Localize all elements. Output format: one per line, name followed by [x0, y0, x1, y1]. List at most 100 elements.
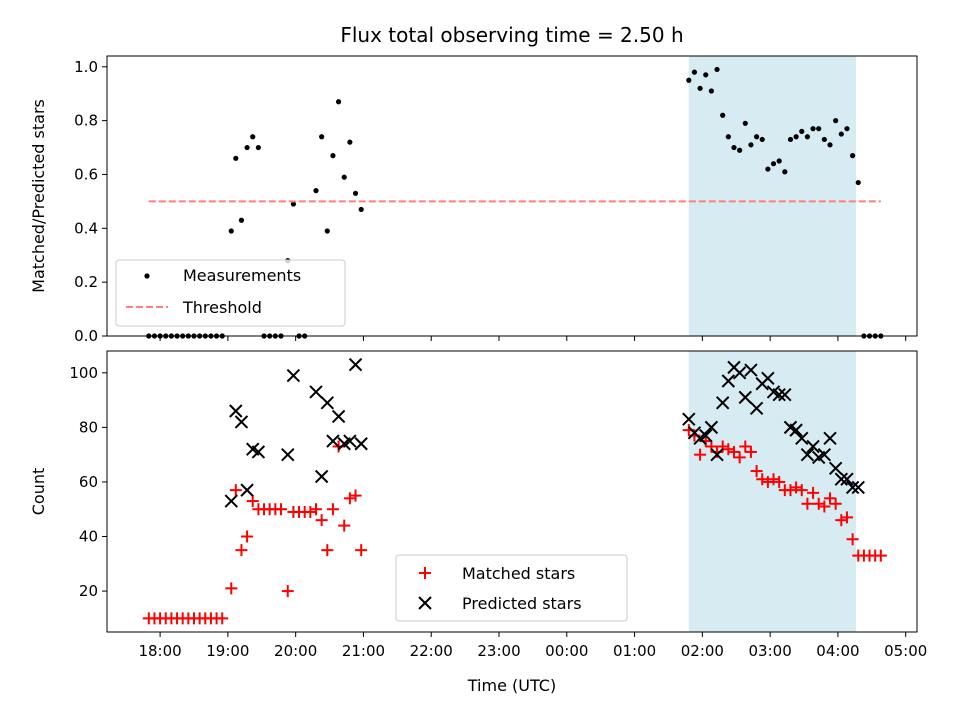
measurement-point: [319, 134, 325, 140]
matched-stars-point: [694, 448, 707, 461]
top-panel: 0.0 0.2 0.4 0.6 0.8 1.0 Matched/Predicted sta…: [29, 55, 918, 345]
matched-stars-point: [727, 445, 740, 458]
predicted-stars-point: [749, 401, 764, 415]
predicted-stars-point: [320, 396, 334, 410]
y-tick-label: 60: [79, 473, 98, 491]
measurement-point: [720, 112, 726, 118]
bottom-panel: 20 40 60 80 100 18:00 19:00 20:00 21:00 22:00 23:…: [29, 350, 927, 695]
y-tick-label: 20: [79, 582, 98, 600]
measurement-point: [290, 201, 297, 207]
predicted-stars-point: [234, 415, 249, 429]
measurement-point: [691, 69, 698, 75]
x-tick-label: 20:00: [274, 642, 317, 660]
matched-stars-point: [784, 484, 797, 497]
measurement-point: [844, 126, 850, 132]
matched-stars-point: [241, 530, 254, 543]
measurement-point: [352, 190, 359, 196]
y-tick-label: 0.4: [74, 219, 98, 237]
measurement-point: [816, 126, 822, 132]
predicted-stars-point: [817, 447, 832, 462]
predicted-stars-point: [331, 409, 346, 424]
matched-stars-point: [229, 484, 242, 497]
legend-matched-marker: [419, 567, 431, 579]
observing-window-shade: [688, 56, 856, 336]
y-tick-label: 0.8: [74, 112, 98, 130]
measurement-point: [838, 131, 844, 137]
top-legend-box: [115, 259, 346, 327]
matched-stars-point: [824, 492, 837, 505]
y-tick-label: 40: [79, 528, 98, 546]
legend-matched-label: Matched stars: [462, 564, 575, 583]
predicted-stars-point: [845, 480, 860, 495]
measurement-point: [737, 147, 743, 153]
matched-stars-point: [744, 445, 757, 458]
predicted-stars-point: [281, 447, 295, 462]
predicted-stars-point: [715, 396, 730, 410]
x-tick-label: 04:00: [816, 642, 859, 660]
predicted-stars-point: [800, 447, 815, 462]
predicted-stars-point: [834, 472, 849, 486]
measurement-point: [324, 228, 330, 234]
chart-title: Flux total observing time = 2.50 h: [340, 23, 683, 47]
predicted-stars-point: [699, 428, 713, 443]
predicted-stars-point: [314, 469, 329, 484]
matched-stars-point: [829, 497, 842, 510]
matched-stars-point: [321, 544, 334, 557]
measurement-point: [703, 72, 709, 78]
matched-stars-point: [338, 519, 351, 532]
matched-stars-point: [274, 503, 287, 516]
measurement-point: [250, 134, 256, 140]
bottom-legend-box: [395, 554, 628, 622]
measurement-point: [793, 134, 799, 140]
measurement-point: [313, 188, 319, 194]
y-tick-label: 0.0: [74, 327, 98, 345]
predicted-stars-point: [806, 439, 820, 454]
matched-stars-point: [246, 495, 259, 508]
x-tick-label: 22:00: [410, 642, 453, 660]
top-series-group: [146, 66, 884, 339]
measurement-point: [228, 228, 234, 234]
measurement-point: [804, 134, 811, 140]
matched-stars-point: [790, 481, 803, 494]
matched-stars-point: [767, 473, 780, 486]
y-tick-label: 1.0: [74, 58, 98, 76]
x-tick-label: 05:00: [884, 642, 927, 660]
predicted-stars-point: [240, 483, 254, 497]
matched-stars-point: [773, 475, 786, 488]
y-tick-label: 0.2: [74, 273, 98, 291]
matched-stars-point: [349, 489, 362, 502]
top-axes-frame: [106, 55, 918, 337]
predicted-stars-point: [224, 494, 238, 508]
measurement-point: [765, 166, 771, 172]
measurement-point: [714, 66, 720, 73]
predicted-stars-point: [823, 431, 837, 446]
matched-stars-point: [874, 549, 887, 562]
legend-predicted-marker: [418, 596, 432, 610]
matched-stars-point: [309, 503, 322, 516]
predicted-stars-point: [251, 445, 266, 459]
matched-stars-point: [801, 497, 814, 510]
matched-stars-point: [355, 544, 368, 557]
predicted-stars-point: [710, 447, 724, 462]
predicted-stars-point: [744, 363, 758, 377]
predicted-stars-point: [309, 385, 323, 399]
matched-stars-point: [216, 612, 229, 625]
matched-stars-point: [812, 497, 825, 510]
measurement-point: [347, 139, 353, 145]
top-y-ticks: 0.0 0.2 0.4 0.6 0.8 1.0: [74, 58, 107, 345]
measurement-point: [827, 142, 833, 148]
bottom-series-group: [142, 357, 887, 625]
matched-stars-point: [716, 440, 729, 453]
bottom-y-axis-label: Count: [29, 468, 48, 516]
predicted-stars-point: [682, 412, 696, 426]
matched-stars-point: [795, 484, 808, 497]
matched-stars-point: [807, 486, 820, 499]
matched-stars-point: [840, 511, 853, 524]
matched-stars-point: [326, 503, 339, 516]
matched-stars-point: [818, 500, 831, 513]
measurement-point: [731, 144, 737, 151]
x-tick-label: 23:00: [477, 642, 520, 660]
x-axis-label: Time (UTC): [467, 676, 556, 695]
top-legend: Measurements Threshold: [115, 259, 346, 327]
